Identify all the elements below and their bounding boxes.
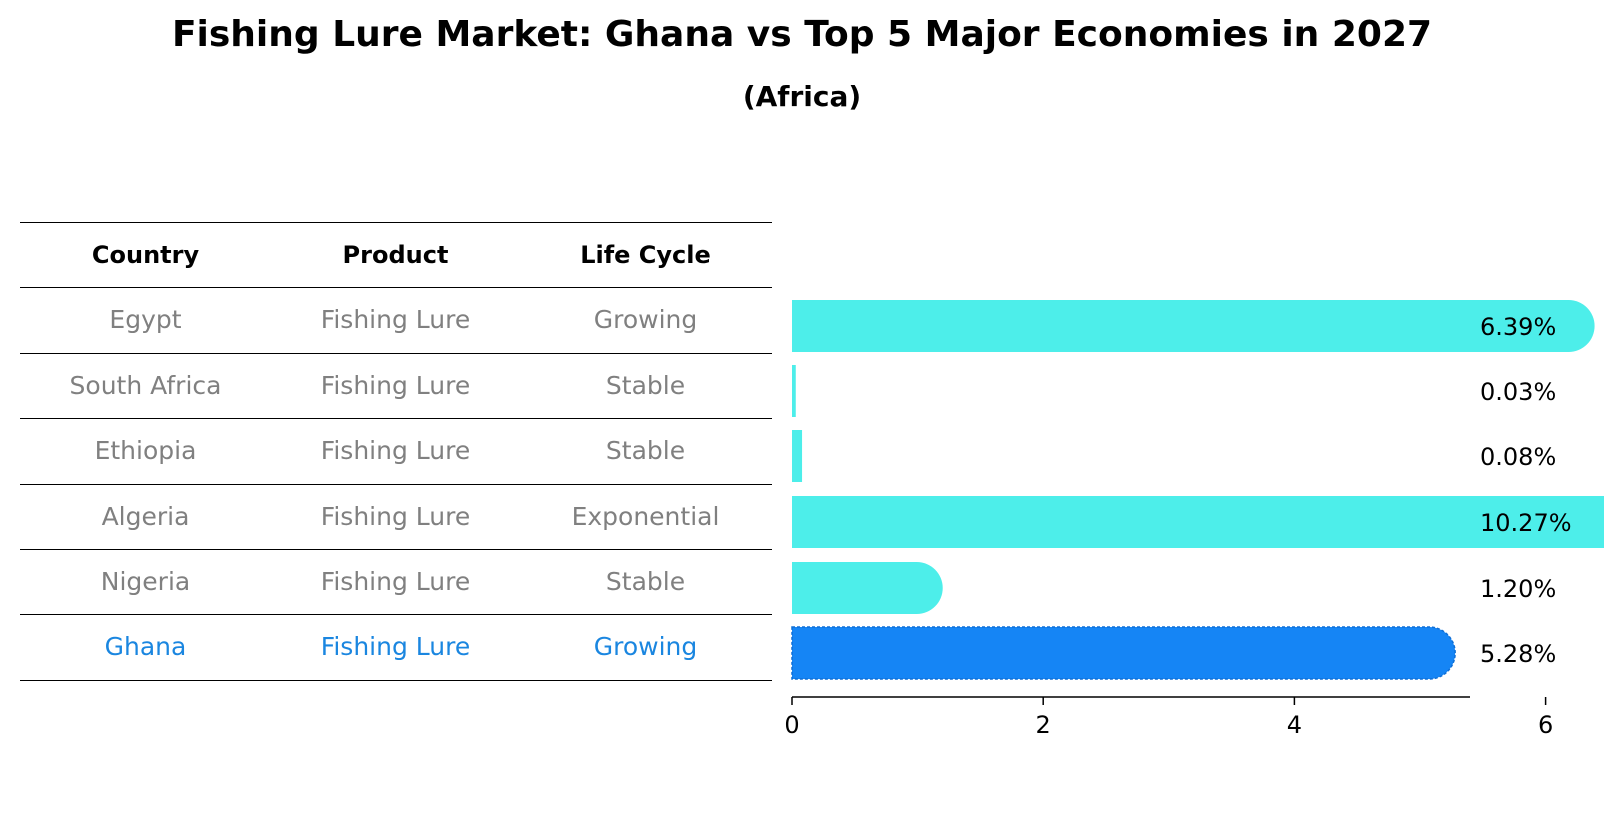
- chart-title: Fishing Lure Market: Ghana vs Top 5 Majo…: [171, 14, 1433, 55]
- table-rule: [20, 418, 772, 419]
- row-product: Fishing Lure: [320, 371, 471, 400]
- row-life-cycle-highlight: Growing: [593, 632, 698, 661]
- value-label-ghana: 5.28%: [1480, 640, 1556, 668]
- row-life-cycle: Growing: [593, 305, 698, 334]
- row-life-cycle: Stable: [605, 436, 686, 465]
- header-country: Country: [91, 241, 200, 269]
- row-country-highlight: Ghana: [104, 632, 187, 661]
- row-country: South Africa: [69, 371, 222, 400]
- bar-egypt: [792, 300, 1595, 352]
- value-label-south-africa: 0.03%: [1480, 378, 1556, 406]
- table-rule: [20, 287, 772, 288]
- table-rule: [20, 353, 772, 354]
- row-country: Ethiopia: [94, 436, 197, 465]
- bar-nigeria: [792, 562, 943, 614]
- bar-ethiopia: [792, 430, 803, 482]
- table-rule: [20, 680, 772, 681]
- row-product: Fishing Lure: [320, 305, 471, 334]
- value-label-ethiopia: 0.08%: [1480, 443, 1556, 471]
- row-life-cycle: Exponential: [571, 502, 720, 531]
- row-country: Algeria: [101, 502, 190, 531]
- row-life-cycle: Stable: [605, 567, 686, 596]
- bar-ghana: [791, 626, 1456, 680]
- table-rule: [20, 614, 772, 615]
- row-product: Fishing Lure: [320, 567, 471, 596]
- row-product-highlight: Fishing Lure: [320, 632, 471, 661]
- row-product: Fishing Lure: [320, 436, 471, 465]
- x-tick-label: 0: [784, 711, 799, 739]
- x-tick-label: 2: [1036, 711, 1051, 739]
- table-rule: [20, 484, 772, 485]
- row-country: Nigeria: [100, 567, 191, 596]
- row-product: Fishing Lure: [320, 502, 471, 531]
- value-label-nigeria: 1.20%: [1480, 575, 1556, 603]
- x-tick-label: 6: [1538, 711, 1553, 739]
- header-product: Product: [342, 241, 449, 269]
- value-label-egypt: 6.39%: [1480, 313, 1556, 341]
- row-country: Egypt: [109, 305, 182, 334]
- chart-subtitle: (Africa): [742, 80, 862, 113]
- header-life-cycle: Life Cycle: [580, 241, 711, 269]
- row-life-cycle: Stable: [605, 371, 686, 400]
- table-rule: [20, 222, 772, 223]
- bar-algeria: [792, 496, 1604, 548]
- value-label-algeria: 10.27%: [1480, 509, 1572, 537]
- table-rule: [20, 549, 772, 550]
- x-tick-label: 4: [1287, 711, 1302, 739]
- bar-south-africa: [792, 365, 796, 417]
